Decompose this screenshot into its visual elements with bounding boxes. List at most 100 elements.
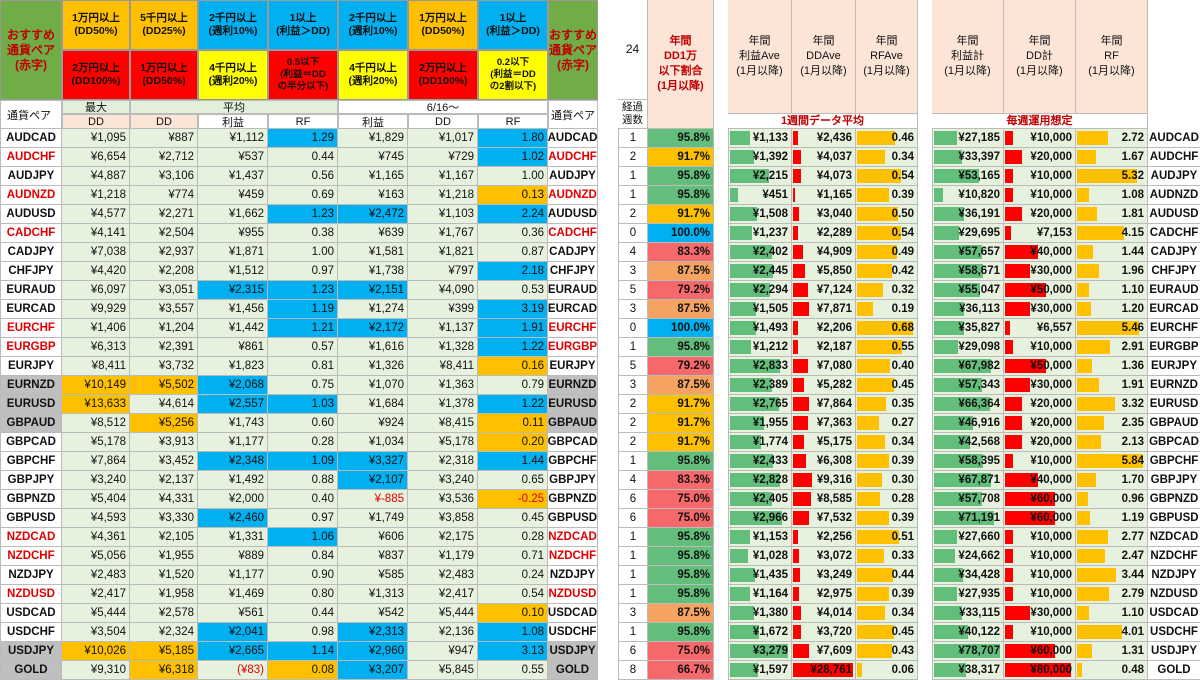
criteria-top-6: 1以上 (利益＞DD) <box>478 0 548 50</box>
table-row: ¥71,191 ¥60,000 1.19 GBPUSD <box>932 509 1200 528</box>
pair-name: AUDJPY <box>548 167 598 186</box>
value-cell: ¥1,469 <box>198 585 268 604</box>
section-weekly-average: 1週間データ平均 <box>728 114 918 129</box>
table-row: 1 95.8% <box>618 338 714 357</box>
rf-ave-cell: 0.44 <box>856 566 918 585</box>
value-cell: 0.55 <box>478 661 548 680</box>
profit-ave-cell: ¥1,597 <box>728 661 792 680</box>
profit-ave-cell: ¥2,402 <box>728 243 792 262</box>
dd-total-cell: ¥30,000 <box>1004 262 1076 281</box>
dd-rate-cell: 83.3% <box>648 243 714 262</box>
profit-ave-cell: ¥2,215 <box>728 167 792 186</box>
value-cell: ¥4,577 <box>62 205 130 224</box>
value-cell: ¥5,178 <box>408 433 478 452</box>
value-cell: ¥1,167 <box>408 167 478 186</box>
value-cell: 1.00 <box>268 243 338 262</box>
criteria-top-4: 2千円以上 (週利10%) <box>338 0 408 50</box>
table-row: NZDJPY ¥2,483 ¥1,520 ¥1,177 0.90 ¥585 ¥2,483 0.… <box>0 566 598 585</box>
pair-name: NZDUSD <box>1148 585 1200 604</box>
pair-name: NZDCAD <box>0 528 62 547</box>
elapsed-weeks: 2 <box>618 148 648 167</box>
dd-ave-cell: ¥5,850 <box>792 262 856 281</box>
pair-name: GBPCHF <box>1148 452 1200 471</box>
dd-ave-cell: ¥3,720 <box>792 623 856 642</box>
profit-ave-cell: ¥2,445 <box>728 262 792 281</box>
value-cell: ¥1,749 <box>338 509 408 528</box>
rf-total-cell: 2.91 <box>1076 338 1148 357</box>
pair-name: NZDUSD <box>548 585 598 604</box>
table-row: ¥57,657 ¥40,000 1.44 CADJPY <box>932 243 1200 262</box>
pair-name: EURUSD <box>0 395 62 414</box>
profit-ave-cell: ¥2,966 <box>728 509 792 528</box>
table-row: 3 87.5% <box>618 300 714 319</box>
dd-ave-cell: ¥9,316 <box>792 471 856 490</box>
elapsed-weeks: 1 <box>618 452 648 471</box>
table-row: 1 95.8% <box>618 528 714 547</box>
profit-total-cell: ¥58,671 <box>932 262 1004 281</box>
value-cell: ¥4,420 <box>62 262 130 281</box>
dd-ave-cell: ¥3,249 <box>792 566 856 585</box>
dd-total-cell: ¥10,000 <box>1004 528 1076 547</box>
value-cell: ¥2,105 <box>130 528 198 547</box>
profit-total-cell: ¥53,165 <box>932 167 1004 186</box>
table-row: 1 95.8% <box>618 585 714 604</box>
sub-header-1: DD <box>130 114 198 129</box>
value-cell: 0.08 <box>268 661 338 680</box>
value-cell: 1.02 <box>478 148 548 167</box>
value-cell: ¥889 <box>198 547 268 566</box>
dd-rate-cell: 87.5% <box>648 300 714 319</box>
dd-rate-cell: 91.7% <box>648 414 714 433</box>
value-cell: ¥1,955 <box>130 547 198 566</box>
value-cell: ¥4,090 <box>408 281 478 300</box>
profit-total-cell: ¥35,827 <box>932 319 1004 338</box>
pair-name: AUDCAD <box>1148 129 1200 148</box>
dd-ave-cell: ¥8,585 <box>792 490 856 509</box>
rf-total-cell: 5.32 <box>1076 167 1148 186</box>
dd-total-cell: ¥10,000 <box>1004 547 1076 566</box>
dd-ave-cell: ¥6,308 <box>792 452 856 471</box>
pair-name: EURGBP <box>0 338 62 357</box>
table-row: ¥33,115 ¥30,000 1.10 USDCAD <box>932 604 1200 623</box>
value-cell: 0.13 <box>478 186 548 205</box>
value-cell: ¥4,361 <box>62 528 130 547</box>
profit-ave-cell: ¥1,212 <box>728 338 792 357</box>
profit-total-cell: ¥27,185 <box>932 129 1004 148</box>
rf-total-cell: 2.13 <box>1076 433 1148 452</box>
dd-ave-cell: ¥5,282 <box>792 376 856 395</box>
pair-name: GBPNZD <box>1148 490 1200 509</box>
value-cell: ¥3,913 <box>130 433 198 452</box>
table-row: ¥1,392 ¥4,037 0.34 <box>728 148 918 167</box>
dd-total-cell: ¥10,000 <box>1004 186 1076 205</box>
value-cell: 0.20 <box>478 433 548 452</box>
pair-name: USDCAD <box>1148 604 1200 623</box>
table-row: GBPCAD ¥5,178 ¥3,913 ¥1,177 0.28 ¥1,034 ¥5,178… <box>0 433 598 452</box>
table-row: 2 91.7% <box>618 395 714 414</box>
elapsed-weeks: 5 <box>618 357 648 376</box>
table-row: GBPUSD ¥4,593 ¥3,330 ¥2,460 0.97 ¥1,749 ¥3,858… <box>0 509 598 528</box>
elapsed-weeks: 6 <box>618 509 648 528</box>
value-cell: 0.10 <box>478 604 548 623</box>
value-cell: 0.75 <box>268 376 338 395</box>
rf-total-cell: 1.70 <box>1076 471 1148 490</box>
pair-name: GBPNZD <box>548 490 598 509</box>
rf-total-cell: 1.96 <box>1076 262 1148 281</box>
value-cell: ¥3,240 <box>408 471 478 490</box>
table-row: ¥1,435 ¥3,249 0.44 <box>728 566 918 585</box>
rf-ave-cell: 0.45 <box>856 376 918 395</box>
table-row: ¥27,935 ¥10,000 2.79 NZDUSD <box>932 585 1200 604</box>
table-row: ¥2,828 ¥9,316 0.30 <box>728 471 918 490</box>
pair-name: AUDCHF <box>0 148 62 167</box>
value-cell: ¥2,504 <box>130 224 198 243</box>
pair-name: NZDJPY <box>0 566 62 585</box>
table-row: CADCHF ¥4,141 ¥2,504 ¥955 0.38 ¥639 ¥1,767 0.36… <box>0 224 598 243</box>
value-cell: 0.60 <box>268 414 338 433</box>
value-cell: ¥2,208 <box>130 262 198 281</box>
dd-ave-cell: ¥2,187 <box>792 338 856 357</box>
rf-ave-cell: 0.46 <box>856 129 918 148</box>
value-cell: ¥7,038 <box>62 243 130 262</box>
table-row: ¥1,153 ¥2,256 0.51 <box>728 528 918 547</box>
pair-name: USDJPY <box>548 642 598 661</box>
value-cell: ¥1,218 <box>62 186 130 205</box>
value-cell: 1.91 <box>478 319 548 338</box>
value-cell: ¥8,411 <box>62 357 130 376</box>
